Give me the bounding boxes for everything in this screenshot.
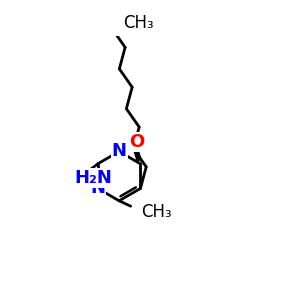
Text: CH₃: CH₃	[123, 14, 154, 32]
Text: H₂N: H₂N	[75, 169, 112, 187]
Text: N: N	[112, 142, 127, 160]
Text: O: O	[129, 133, 144, 151]
Text: N: N	[90, 179, 105, 197]
Text: CH₃: CH₃	[141, 202, 171, 220]
